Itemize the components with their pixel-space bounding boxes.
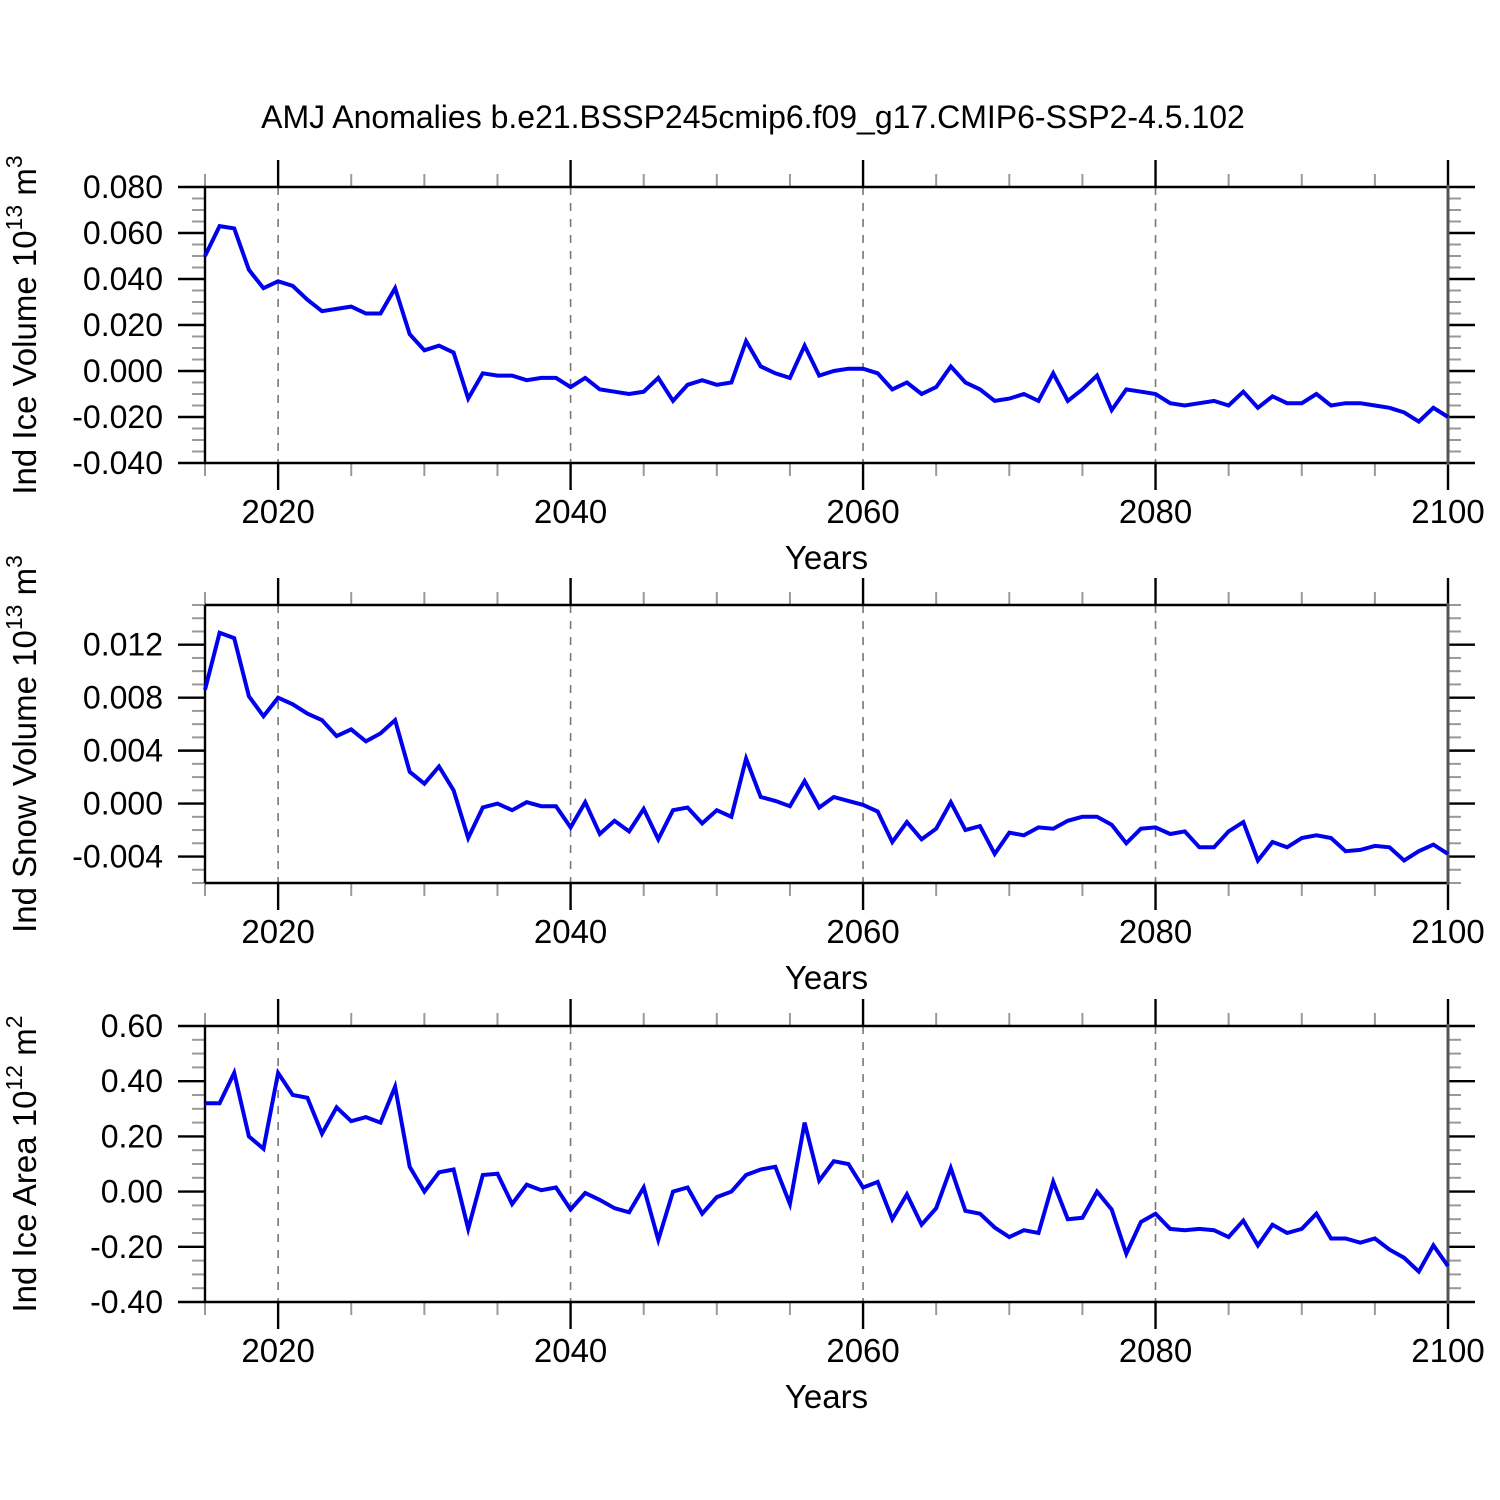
series-line (203, 630, 1450, 865)
y-tick-label: 0.00 (101, 1174, 163, 1210)
y-tick-label: -0.40 (90, 1284, 163, 1320)
y-tick-label: 0.012 (83, 627, 163, 663)
x-axis-title: Years (785, 539, 868, 576)
y-tick-label: 0.020 (83, 307, 163, 343)
x-tick-label: 2040 (534, 913, 607, 950)
panel-2: 0.012 0.008 0.004 0.000 -0.004 2020 2040 2060 20… (1, 555, 1485, 996)
x-tick-label: 2020 (241, 913, 314, 950)
x-tick-label: 2020 (241, 1332, 314, 1369)
y-tick-label: -0.20 (90, 1229, 163, 1265)
x-tick-label: 2060 (826, 913, 899, 950)
x-axis-title: Years (785, 959, 868, 996)
y-tick-label: 0.008 (83, 680, 163, 716)
y-axis-title: Ind Ice Area 1012​ m2​ (1, 1015, 43, 1312)
y-tick-label: 0.060 (83, 215, 163, 251)
y-tick-label: 0.60 (101, 1008, 163, 1044)
y-tick-label: -0.040 (72, 445, 163, 481)
x-tick-label: 2040 (534, 1332, 607, 1369)
series-line (205, 1066, 1450, 1275)
y-tick-label: 0.40 (101, 1063, 163, 1099)
x-tick-label: 2100 (1411, 1332, 1484, 1369)
x-tick-label: 2100 (1411, 913, 1484, 950)
x-tick-label: 2080 (1119, 1332, 1192, 1369)
panels-group: 0.080 0.060 0.040 0.020 0.000 -0.020 -0.040 202… (1, 155, 1485, 1415)
panel-3: 0.60 0.40 0.20 0.00 -0.20 -0.40 2020 2040 2060 20… (1, 999, 1485, 1415)
x-tick-label: 2060 (826, 1332, 899, 1369)
y-tick-label: 0.040 (83, 261, 163, 297)
x-tick-label: 2020 (241, 493, 314, 530)
x-tick-label: 2040 (534, 493, 607, 530)
y-tick-label: -0.020 (72, 399, 163, 435)
x-tick-label: 2100 (1411, 493, 1484, 530)
x-axis-title: Years (785, 1378, 868, 1415)
y-axis-title: Ind Snow Volume 1013​ m3​ (1, 555, 43, 933)
series-line (203, 223, 1450, 425)
y-tick-label: 0.000 (83, 353, 163, 389)
y-tick-label: -0.004 (72, 839, 163, 875)
x-tick-label: 2060 (826, 493, 899, 530)
y-tick-label: 0.004 (83, 733, 163, 769)
y-tick-label: 0.080 (83, 169, 163, 205)
panel-1: 0.080 0.060 0.040 0.020 0.000 -0.020 -0.040 202… (1, 155, 1485, 576)
figure-title: AMJ Anomalies b.e21.BSSP245cmip6.f09_g17… (261, 99, 1245, 135)
y-tick-label: 0.000 (83, 786, 163, 822)
x-tick-label: 2080 (1119, 493, 1192, 530)
y-tick-label: 0.20 (101, 1118, 163, 1154)
x-tick-label: 2080 (1119, 913, 1192, 950)
y-axis-title: Ind Ice Volume 1013​ m3​ (1, 155, 43, 494)
